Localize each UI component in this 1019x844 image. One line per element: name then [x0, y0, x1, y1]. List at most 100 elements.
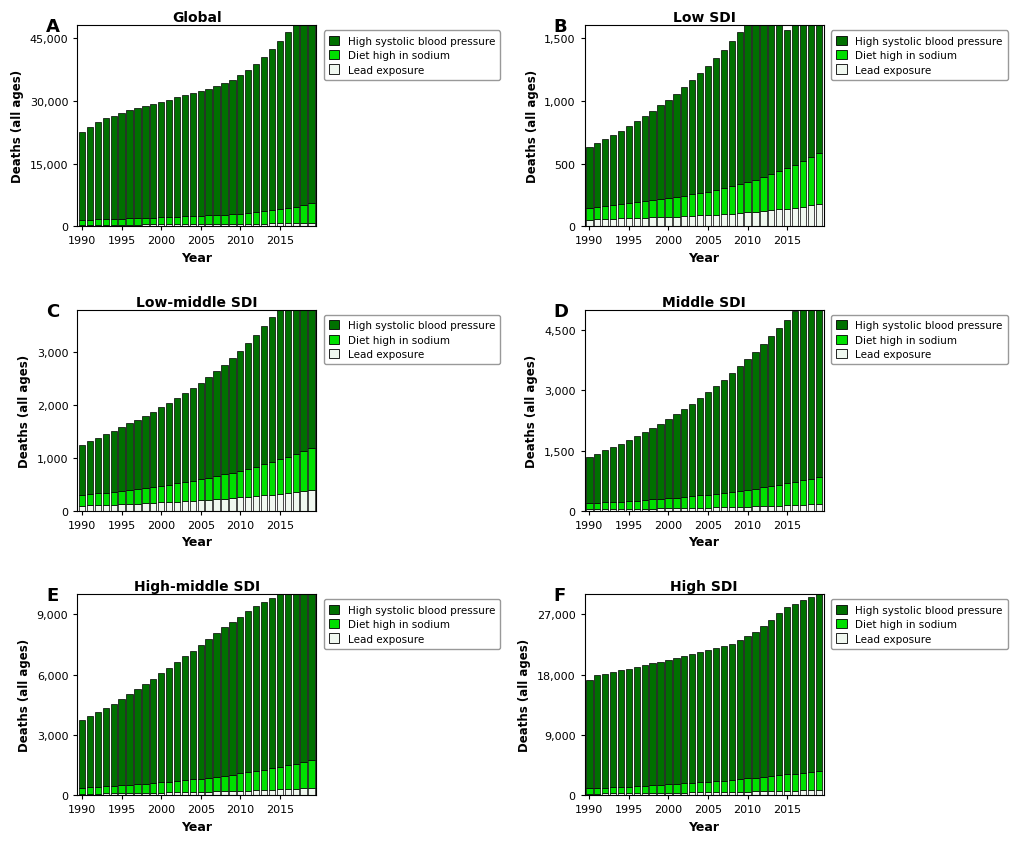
Bar	[87, 127, 93, 220]
Bar	[95, 123, 101, 220]
Bar	[720, 781, 727, 792]
Bar	[689, 81, 695, 195]
Bar	[784, 506, 790, 511]
Bar	[593, 510, 600, 511]
Bar	[618, 787, 624, 793]
Bar	[681, 497, 687, 508]
X-axis label: Year: Year	[688, 536, 718, 549]
Bar	[236, 76, 244, 214]
Text: A: A	[46, 19, 60, 36]
Bar	[752, 792, 758, 795]
Bar	[103, 506, 109, 511]
Title: High-middle SDI: High-middle SDI	[133, 579, 260, 593]
Bar	[736, 367, 742, 491]
Bar	[791, 311, 798, 482]
Bar	[150, 487, 156, 503]
Bar	[229, 791, 235, 795]
Bar	[236, 214, 244, 225]
Bar	[673, 218, 679, 227]
Bar	[681, 783, 687, 793]
Bar	[775, 172, 782, 210]
Bar	[78, 225, 86, 227]
Bar	[601, 503, 607, 510]
Bar	[142, 489, 149, 504]
Bar	[301, 280, 307, 452]
Bar	[213, 225, 219, 227]
Bar	[649, 786, 655, 793]
Bar	[301, 206, 307, 224]
Legend: High systolic blood pressure, Diet high in sodium, Lead exposure: High systolic blood pressure, Diet high …	[830, 316, 1007, 365]
Bar	[649, 509, 655, 511]
Bar	[284, 209, 290, 224]
Bar	[292, 290, 299, 454]
Bar	[253, 467, 259, 496]
Bar	[601, 140, 607, 207]
Bar	[593, 503, 600, 510]
Bar	[221, 628, 227, 776]
Bar	[586, 148, 592, 208]
Bar	[689, 508, 695, 511]
Bar	[807, 294, 813, 479]
Bar	[126, 490, 132, 504]
Bar	[728, 187, 735, 214]
Bar	[261, 770, 267, 790]
Bar	[261, 327, 267, 465]
Bar	[166, 218, 172, 225]
Bar	[759, 178, 766, 212]
Bar	[625, 509, 632, 511]
Bar	[681, 217, 687, 227]
Bar	[601, 787, 607, 793]
Bar	[586, 208, 592, 220]
Bar	[308, 490, 315, 511]
Bar	[720, 493, 727, 507]
Bar	[657, 662, 663, 785]
Bar	[118, 505, 124, 511]
Bar	[173, 484, 180, 502]
Bar	[308, 788, 315, 795]
Bar	[696, 74, 702, 194]
Bar	[205, 479, 212, 500]
Bar	[261, 212, 267, 225]
Bar	[166, 793, 172, 795]
Bar	[173, 663, 180, 781]
Bar	[664, 784, 671, 793]
Bar	[728, 644, 735, 780]
Bar	[618, 205, 624, 219]
Legend: High systolic blood pressure, Diet high in sodium, Lead exposure: High systolic blood pressure, Diet high …	[830, 600, 1007, 649]
Bar	[150, 679, 156, 783]
Bar	[791, 482, 798, 506]
Bar	[190, 481, 196, 501]
Bar	[103, 708, 109, 787]
Bar	[221, 792, 227, 795]
Bar	[791, 774, 798, 791]
Y-axis label: Deaths (all ages): Deaths (all ages)	[18, 638, 32, 751]
Bar	[87, 787, 93, 793]
Text: B: B	[553, 19, 567, 36]
Bar	[110, 431, 117, 492]
Bar	[633, 501, 639, 509]
Bar	[205, 89, 212, 216]
Bar	[229, 775, 235, 791]
Bar	[625, 441, 632, 501]
Bar	[586, 788, 592, 793]
Bar	[284, 224, 290, 227]
Bar	[126, 111, 132, 219]
Bar	[181, 793, 187, 795]
Bar	[126, 424, 132, 490]
Bar	[181, 225, 187, 227]
Bar	[784, 169, 790, 209]
Bar	[95, 438, 101, 494]
Bar	[649, 111, 655, 201]
Bar	[198, 792, 204, 795]
Bar	[641, 509, 647, 511]
Bar	[173, 781, 180, 793]
Bar	[198, 779, 204, 792]
Bar	[213, 776, 219, 792]
Bar	[135, 225, 141, 227]
Bar	[292, 789, 299, 795]
Bar	[158, 793, 164, 795]
Bar	[586, 793, 592, 795]
Bar	[767, 506, 773, 511]
Bar	[229, 80, 235, 215]
Bar	[166, 782, 172, 793]
